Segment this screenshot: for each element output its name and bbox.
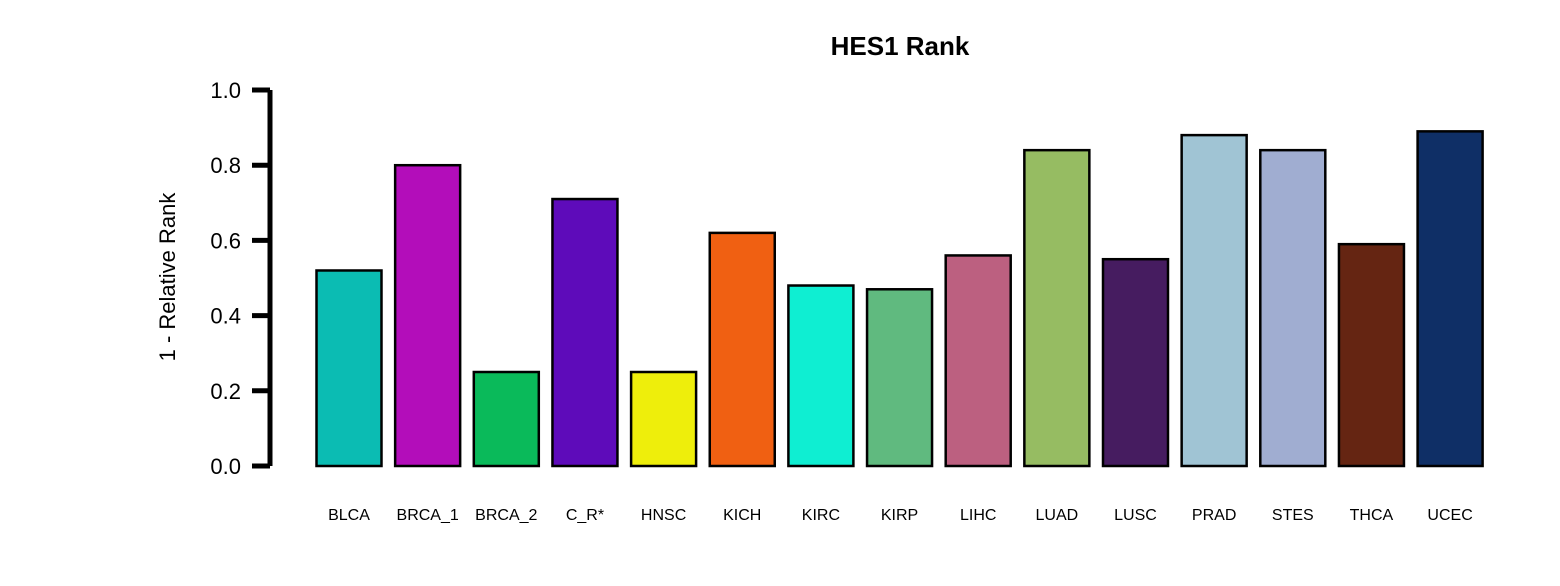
x-tick-label: BRCA_1	[397, 507, 459, 524]
bars-group	[315, 130, 1484, 468]
x-tick-label: KICH	[723, 507, 761, 524]
bar-kirc	[787, 284, 855, 468]
bar-prad	[1180, 133, 1248, 468]
x-tick-label: HNSC	[641, 507, 686, 524]
bar-kirp	[865, 288, 934, 468]
bar-ucec	[1416, 130, 1484, 468]
bar-hnsc	[629, 370, 698, 468]
bar-kich	[708, 231, 776, 468]
bar-blca	[315, 269, 383, 468]
x-tick-label: KIRP	[881, 507, 918, 524]
x-tick-label: LUSC	[1114, 507, 1157, 524]
bar-thca	[1337, 242, 1406, 468]
bar-luad	[1023, 148, 1091, 468]
y-tick-label: 0.2	[210, 379, 241, 404]
x-tick-label: STES	[1272, 507, 1314, 524]
y-tick-label: 0.0	[210, 454, 241, 479]
x-tick-label: LIHC	[960, 507, 996, 524]
bar-brca-2	[472, 370, 541, 468]
y-axis-label: 1 - Relative Rank	[155, 192, 180, 362]
x-tick-label: THCA	[1350, 507, 1394, 524]
x-tick-label: KIRC	[802, 507, 840, 524]
x-tick-label: LUAD	[1036, 507, 1079, 524]
y-tick-label: 0.4	[210, 304, 241, 329]
bar-c-r-	[551, 197, 619, 468]
bar-stes	[1259, 148, 1327, 468]
x-axis-tick-labels: BLCA BRCA_1 BRCA_2 C_R* HNSC KICH KIRC KIRP LIHC…	[328, 507, 1473, 524]
bar-lusc	[1101, 257, 1170, 468]
x-tick-label: BLCA	[328, 507, 370, 524]
y-tick-label: 0.6	[210, 228, 241, 253]
x-tick-label: PRAD	[1192, 507, 1236, 524]
y-tick-label: 1.0	[210, 78, 241, 103]
y-axis-ticks: 0.0 0.2 0.4 0.6 0.8 1.0	[210, 78, 270, 479]
x-tick-label: BRCA_2	[475, 507, 537, 524]
chart-title: HES1 Rank	[831, 31, 970, 61]
x-tick-label: UCEC	[1427, 507, 1472, 524]
y-tick-label: 0.8	[210, 153, 241, 178]
bar-lihc	[944, 254, 1012, 468]
bar-brca-1	[393, 163, 462, 468]
x-tick-label: C_R*	[566, 507, 604, 524]
